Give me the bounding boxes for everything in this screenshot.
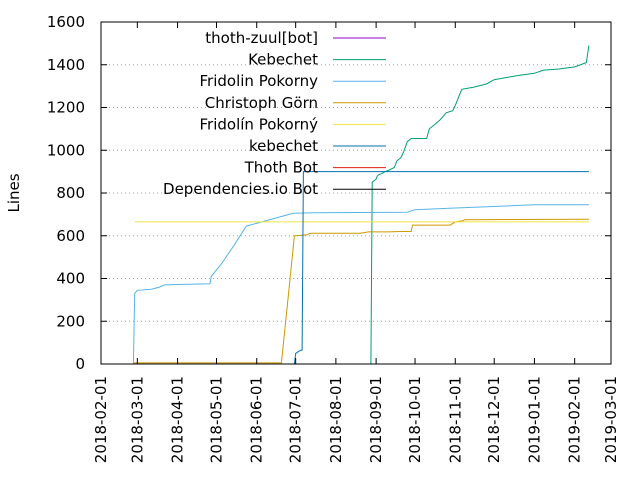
series-lines (132, 45, 597, 365)
y-tick-label: 1600 (47, 13, 85, 31)
x-tick-label: 2018-07-01 (287, 376, 305, 463)
y-tick-label: 200 (56, 312, 85, 330)
y-tick-label: 1000 (47, 141, 85, 159)
x-tick-label: 2019-03-01 (602, 376, 620, 463)
legend-label: Fridolin Pokorny (200, 72, 319, 90)
x-tick-label: 2019-01-01 (525, 376, 543, 463)
legend-label: kebechet (249, 137, 318, 155)
x-tick-label: 2019-02-01 (566, 376, 584, 463)
x-tick-label: 2018-03-01 (128, 376, 146, 463)
legend-label: Fridolín Pokorný (200, 115, 319, 133)
series-line-christoph-g-rn (133, 218, 589, 364)
series-line-fridolin-pokorny (132, 204, 589, 365)
legend-label: Thoth Bot (244, 159, 318, 177)
legend-label: thoth-zuul[bot] (205, 29, 318, 47)
legend: thoth-zuul[bot] Kebechet Fridolin Pokorny C… (163, 29, 386, 198)
legend-label: Kebechet (248, 51, 318, 69)
y-tick-label: 0 (75, 355, 85, 373)
x-tick-label: 2018-02-01 (92, 376, 110, 463)
y-axis-title: Lines (5, 173, 23, 212)
x-tick-label: 2018-11-01 (446, 376, 464, 463)
legend-label: Dependencies.io Bot (163, 180, 318, 198)
series-line-kebechet (370, 45, 590, 365)
y-tick-label: 400 (56, 270, 85, 288)
x-tick-label: 2018-06-01 (248, 376, 266, 463)
series-line-kebechet (293, 171, 589, 365)
x-tick-label: 2018-04-01 (169, 376, 187, 463)
y-tick-label: 1400 (47, 56, 85, 74)
x-tick-label: 2018-05-01 (207, 376, 225, 463)
y-tick-label: 800 (56, 184, 85, 202)
axis-ticks: 0 200 400 600 800 1000 1200 1400 1600 2018-02-01 2… (47, 13, 620, 463)
x-tick-label: 2018-10-01 (406, 376, 424, 463)
y-tick-label: 1200 (47, 99, 85, 117)
y-tick-label: 600 (56, 227, 85, 245)
legend-label: Christoph Görn (205, 94, 318, 112)
x-tick-label: 2018-08-01 (327, 376, 345, 463)
x-tick-label: 2018-09-01 (367, 376, 385, 463)
grid (101, 64, 611, 322)
x-tick-label: 2018-12-01 (485, 376, 503, 463)
